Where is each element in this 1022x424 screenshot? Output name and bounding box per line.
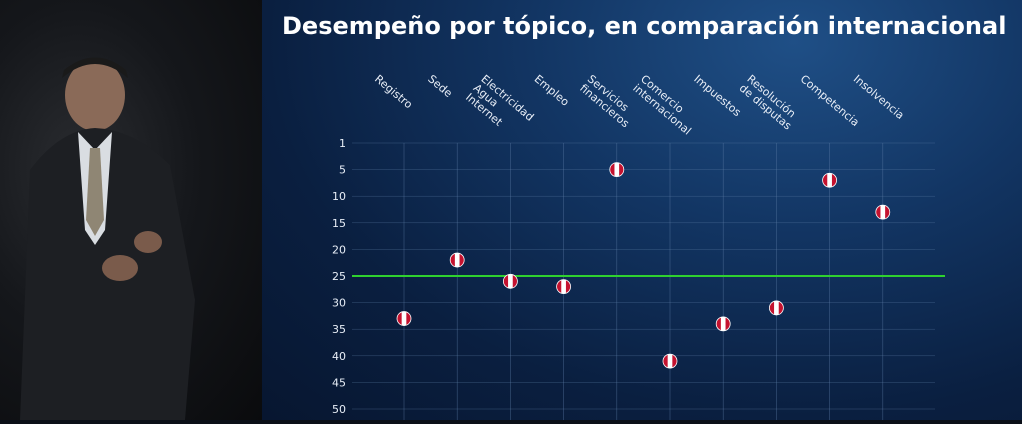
flag-white-band — [774, 300, 779, 315]
data-point — [715, 316, 731, 332]
data-point-flag — [875, 205, 890, 220]
data-point-outline — [822, 172, 837, 188]
x-category-label: Empleo — [532, 72, 572, 109]
data-point — [502, 273, 518, 289]
speaker-head — [65, 59, 125, 131]
x-axis-categories: Registro Sede ElectricidadAguaInternetEmpl… — [372, 72, 907, 142]
data-point — [822, 172, 837, 188]
speaker-hand — [102, 255, 138, 281]
data-point — [449, 252, 465, 268]
flag-white-band — [720, 316, 726, 331]
y-tick-label: 40 — [332, 350, 346, 363]
data-point-flag — [822, 173, 837, 188]
slide-background — [262, 0, 1022, 420]
data-point-outline — [609, 162, 625, 178]
y-tick-label: 10 — [332, 190, 346, 203]
y-tick-label: 20 — [332, 243, 346, 256]
grid-layer — [352, 142, 935, 420]
data-point-flag — [397, 311, 411, 326]
speaker-hand — [134, 231, 162, 253]
flag-white-band — [454, 253, 460, 268]
data-point-flag — [450, 253, 465, 268]
data-point-outline — [502, 273, 518, 289]
x-category-label-line: Registro — [372, 72, 415, 111]
data-point-flag — [663, 354, 677, 369]
x-category-label-line: Empleo — [532, 72, 572, 109]
data-point-flag — [609, 162, 624, 177]
y-tick-label: 50 — [332, 403, 346, 416]
data-point — [875, 204, 891, 220]
x-category-label: Resoluciónde disputas — [737, 72, 802, 132]
data-point — [556, 279, 571, 295]
data-points — [396, 162, 891, 369]
x-category-label: ElectricidadAguaInternet — [463, 72, 536, 142]
data-point-outline — [715, 316, 731, 332]
x-category-label-line: Sede — [425, 72, 455, 100]
y-tick-label: 5 — [339, 164, 346, 177]
data-point — [396, 311, 412, 326]
y-tick-label: 25 — [332, 270, 346, 283]
data-point-outline — [556, 279, 571, 295]
data-point — [662, 353, 678, 369]
flag-white-band — [827, 173, 832, 188]
data-point-outline — [875, 204, 891, 220]
data-point-outline — [662, 353, 678, 369]
y-tick-label: 45 — [332, 376, 346, 389]
flag-white-band — [508, 274, 513, 289]
data-point-flag — [556, 279, 571, 294]
flag-white-band — [401, 311, 407, 326]
data-point-flag — [716, 316, 731, 331]
data-point-flag — [769, 300, 784, 315]
data-point-outline — [449, 252, 465, 268]
flag-white-band — [880, 205, 886, 220]
y-tick-label: 1 — [339, 137, 346, 150]
x-category-label: Sede — [425, 72, 455, 100]
flag-white-band — [614, 162, 620, 177]
y-tick-label: 30 — [332, 297, 346, 310]
flag-white-band — [667, 354, 673, 369]
flag-white-band — [561, 279, 566, 294]
x-category-label: Registro — [372, 72, 415, 111]
x-category-label: Impuestos — [691, 72, 743, 119]
speaker-hair — [62, 57, 128, 78]
x-category-label-line: Insolvencia — [851, 72, 907, 122]
y-tick-label: 15 — [332, 217, 346, 230]
x-category-label: Insolvencia — [851, 72, 907, 122]
data-point — [609, 162, 625, 178]
speaker-area — [0, 0, 262, 420]
data-point — [769, 300, 784, 316]
speaker-silhouette — [20, 57, 195, 420]
chart-title: Desempeño por tópico, en comparación int… — [282, 12, 1007, 40]
x-category-label: Comerciointernacional — [630, 72, 701, 137]
x-category-label: Serviciosfinancieros — [577, 72, 639, 130]
data-point-outline — [769, 300, 784, 316]
speaker-tie — [86, 148, 104, 236]
y-tick-label: 35 — [332, 323, 346, 336]
data-point-outline — [396, 311, 412, 326]
data-point-flag — [503, 274, 518, 289]
x-category-label-line: Impuestos — [691, 72, 743, 119]
